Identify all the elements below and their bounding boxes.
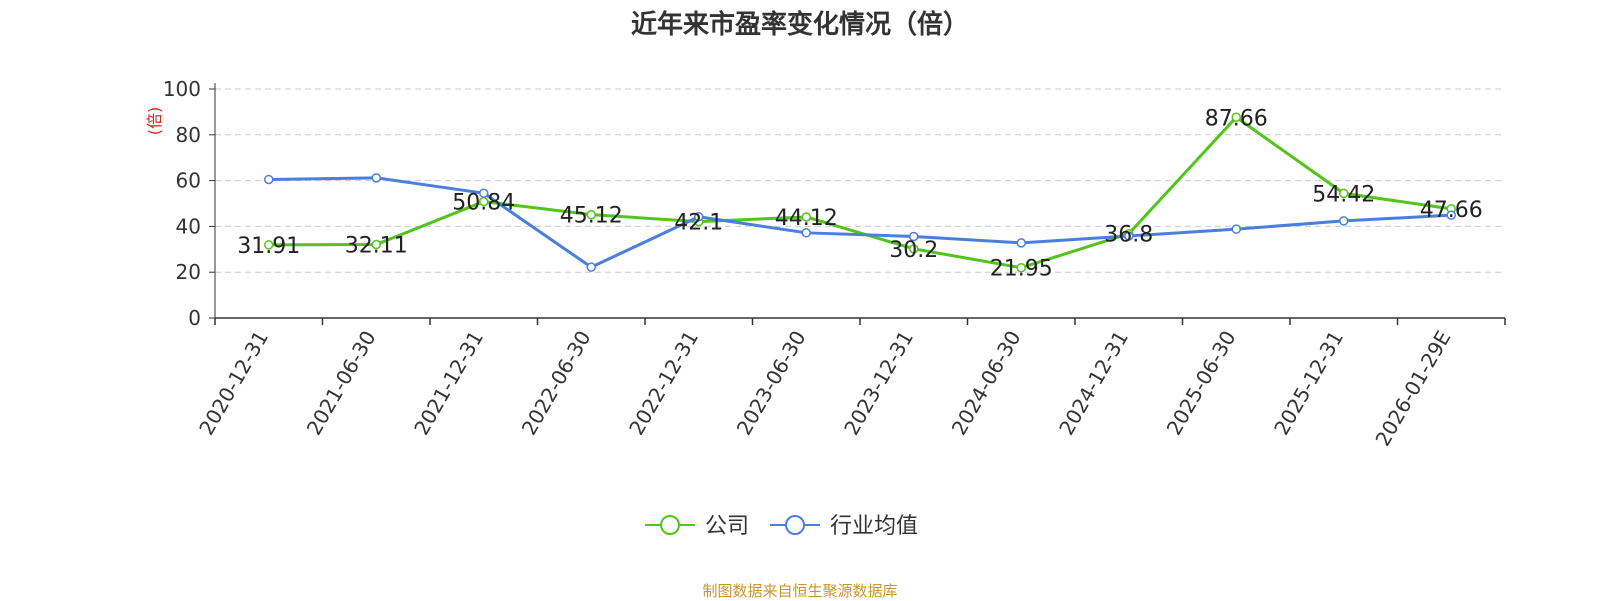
- data-point: [586, 209, 596, 220]
- data-point: [1016, 238, 1026, 248]
- legend-marker: [785, 515, 805, 535]
- legend: 公司 行业均值: [645, 514, 918, 539]
- x-tick-label: 2026-01-29E: [1370, 327, 1455, 451]
- data-point: [909, 231, 919, 242]
- data-point: [586, 262, 596, 272]
- data-point: [909, 244, 919, 254]
- data-point: [801, 228, 811, 238]
- y-axis-label: (倍): [145, 107, 164, 136]
- legend-label: 行业均值: [830, 514, 918, 539]
- series-line-industry-average: [268, 176, 1452, 269]
- data-label: 30.2: [889, 238, 938, 263]
- series-layer: [264, 112, 1456, 273]
- x-tick-label: 2024-12-31: [1054, 327, 1133, 440]
- data-label: 47.66: [1420, 198, 1483, 223]
- y-tick-label: 20: [176, 260, 201, 284]
- y-tick-label: 80: [176, 123, 201, 147]
- chart-title: 近年来市盈率变化情况（倍）: [630, 10, 969, 40]
- x-tick-label: 2025-12-31: [1269, 327, 1348, 440]
- data-label: 32.11: [345, 233, 408, 258]
- data-label: 31.91: [237, 234, 300, 259]
- grid-layer: [215, 88, 1505, 273]
- x-tick-label: 2021-06-30: [302, 327, 381, 440]
- y-tick-label: 40: [176, 214, 201, 238]
- legend-label: 公司: [705, 514, 749, 539]
- data-point: [264, 240, 274, 250]
- data-point: [1231, 112, 1241, 123]
- x-tick-label: 2023-06-30: [732, 327, 811, 440]
- data-label: 44.12: [775, 206, 838, 231]
- data-point: [371, 173, 381, 183]
- data-point: [1339, 188, 1349, 199]
- data-point: [694, 212, 704, 222]
- x-tick-label: 2020-12-31: [194, 327, 273, 440]
- data-label: 50.84: [452, 191, 515, 216]
- data-point: [479, 188, 489, 198]
- x-tick-label: 2023-12-31: [839, 327, 918, 440]
- x-tick-label: 2022-12-31: [624, 327, 703, 440]
- x-tick-label: 2021-12-31: [409, 327, 488, 440]
- y-tick-label: 60: [176, 169, 201, 193]
- y-tick-label: 100: [163, 77, 201, 101]
- data-point: [1231, 224, 1241, 234]
- y-tick-label: 0: [188, 306, 201, 330]
- data-point: [264, 174, 274, 185]
- data-label: 21.95: [990, 257, 1053, 282]
- series-line-company: [268, 115, 1452, 270]
- data-point: [1339, 216, 1349, 226]
- data-point: [371, 239, 381, 250]
- data-label: 54.42: [1312, 182, 1375, 207]
- data-point: [801, 212, 811, 222]
- data-label: 42.1: [674, 211, 723, 236]
- data-point: [1446, 210, 1456, 220]
- x-tick-label: 2022-06-30: [517, 327, 596, 440]
- data-point: [1016, 262, 1026, 273]
- source-note: 制图数据来自恒生聚源数据库: [702, 582, 898, 600]
- x-tick-label: 2024-06-30: [947, 327, 1026, 440]
- legend-marker: [660, 515, 680, 535]
- axis-layer: 0 20 40 60 80 100 (倍) 2020-12-31 2021-06-30 2021-…: [145, 77, 1506, 451]
- data-point: [1124, 231, 1134, 241]
- data-label: 45.12: [560, 204, 623, 229]
- x-tick-label: 2025-06-30: [1162, 327, 1241, 440]
- data-label: 87.66: [1205, 106, 1268, 131]
- data-label: 36.8: [1104, 223, 1153, 248]
- label-layer: 31.91 32.11 50.84 45.12 42.1 44.12 30.2 21.95 36…: [237, 106, 1482, 281]
